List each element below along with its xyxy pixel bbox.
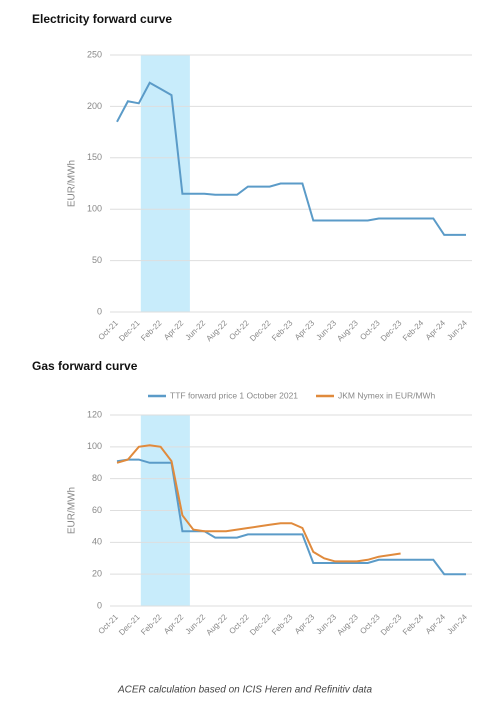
series-line [116, 458, 466, 576]
x-tick-label: Apr-23 [293, 612, 317, 636]
x-tick-label: Jun-24 [445, 318, 469, 342]
x-tick-label: Apr-23 [293, 318, 317, 342]
x-tick-label: Apr-22 [162, 612, 186, 636]
legend-label: JKM Nymex in EUR/MWh [338, 390, 436, 400]
x-tick-label: Jun-23 [314, 612, 338, 636]
x-tick-label: Feb-22 [139, 318, 164, 343]
x-tick-label: Oct-23 [358, 318, 382, 342]
x-tick-label: Oct-22 [227, 318, 251, 342]
y-tick-label: 100 [87, 204, 102, 214]
x-tick-label: Aug-23 [335, 318, 360, 343]
x-tick-label: Dec-21 [117, 612, 142, 637]
x-tick-label: Oct-21 [97, 318, 121, 342]
x-tick-label: Jun-22 [183, 318, 207, 342]
y-tick-label: 150 [87, 152, 102, 162]
x-tick-label: Feb-24 [401, 612, 426, 637]
x-tick-label: Oct-21 [97, 612, 121, 636]
x-tick-label: Dec-23 [379, 612, 404, 637]
x-tick-label: Feb-24 [401, 318, 426, 343]
y-axis-label: EUR/MWh [67, 487, 78, 534]
x-tick-label: Dec-21 [117, 318, 142, 343]
x-tick-label: Apr-24 [424, 612, 448, 636]
y-tick-label: 200 [87, 101, 102, 111]
y-tick-label: 250 [87, 49, 102, 59]
x-tick-label: Jun-24 [445, 612, 469, 636]
highlight-band [140, 55, 190, 312]
x-tick-label: Aug-22 [204, 612, 229, 637]
chart-title: Electricity forward curve [32, 12, 172, 26]
y-tick-label: 0 [97, 600, 102, 610]
x-tick-label: Feb-23 [270, 318, 295, 343]
legend-label: TTF forward price 1 October 2021 [170, 390, 298, 400]
x-tick-label: Dec-22 [248, 318, 273, 343]
y-tick-label: 0 [97, 306, 102, 316]
x-tick-label: Apr-22 [162, 318, 186, 342]
y-tick-label: 40 [92, 537, 102, 547]
y-tick-label: 120 [87, 409, 102, 419]
x-tick-label: Feb-23 [270, 612, 295, 637]
x-tick-label: Apr-24 [424, 318, 448, 342]
y-tick-label: 50 [92, 255, 102, 265]
series-line [116, 444, 401, 563]
x-tick-label: Oct-22 [227, 612, 251, 636]
x-tick-label: Dec-23 [379, 318, 404, 343]
series-line [116, 81, 466, 236]
y-tick-label: 100 [87, 441, 102, 451]
y-axis-label: EUR/MWh [67, 160, 78, 207]
footnote: ACER calculation based on ICIS Heren and… [117, 685, 372, 696]
chart-title: Gas forward curve [32, 359, 138, 373]
y-tick-label: 60 [92, 505, 102, 515]
x-tick-label: Dec-22 [248, 612, 273, 637]
x-tick-label: Aug-22 [204, 318, 229, 343]
x-tick-label: Aug-23 [335, 612, 360, 637]
y-tick-label: 20 [92, 569, 102, 579]
x-tick-label: Jun-23 [314, 318, 338, 342]
x-tick-label: Oct-23 [358, 612, 382, 636]
x-tick-label: Feb-22 [139, 612, 164, 637]
x-tick-label: Jun-22 [183, 612, 207, 636]
y-tick-label: 80 [92, 473, 102, 483]
